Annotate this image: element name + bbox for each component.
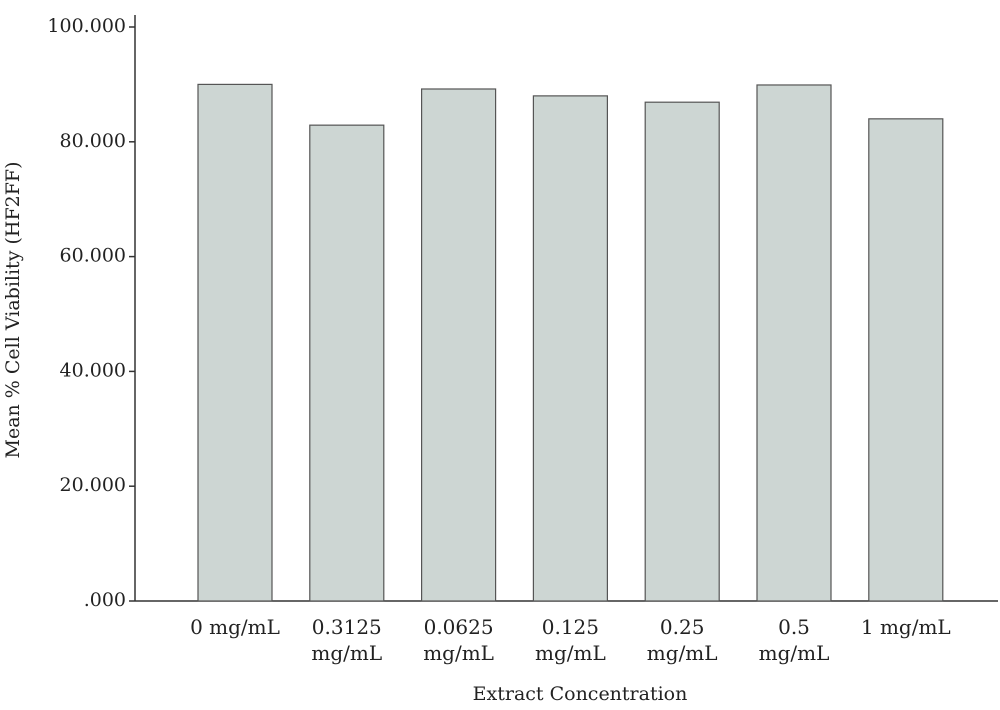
x-axis-label: Extract Concentration (473, 683, 688, 705)
bar (532, 95, 609, 602)
x-tick-label: 0.125 mg/mL (535, 615, 606, 665)
bar (756, 84, 832, 602)
y-tick-label: 60.000 (60, 245, 126, 267)
x-tick-label: 1 mg/mL (860, 615, 951, 639)
bar (197, 83, 273, 602)
x-tick-label: 0.0625 mg/mL (423, 615, 494, 665)
bar (421, 88, 497, 602)
bar (309, 124, 385, 602)
y-tick-label: 80.000 (60, 130, 126, 152)
y-axis-label: Mean % Cell Viability (HF2FF) (2, 162, 24, 459)
bar (868, 118, 944, 602)
y-tick-label: 20.000 (60, 474, 126, 496)
x-tick-label: 0.25 mg/mL (646, 615, 718, 665)
y-tick-label: 40.000 (60, 359, 126, 381)
y-tick-label: .000 (84, 589, 126, 611)
x-tick-label: 0 mg/mL (190, 615, 280, 639)
x-tick-label: 0.5 mg/mL (758, 615, 830, 665)
x-tick-label: 0.3125 mg/mL (311, 615, 383, 665)
bar (644, 101, 720, 602)
y-tick-label: 100.000 (47, 15, 126, 37)
